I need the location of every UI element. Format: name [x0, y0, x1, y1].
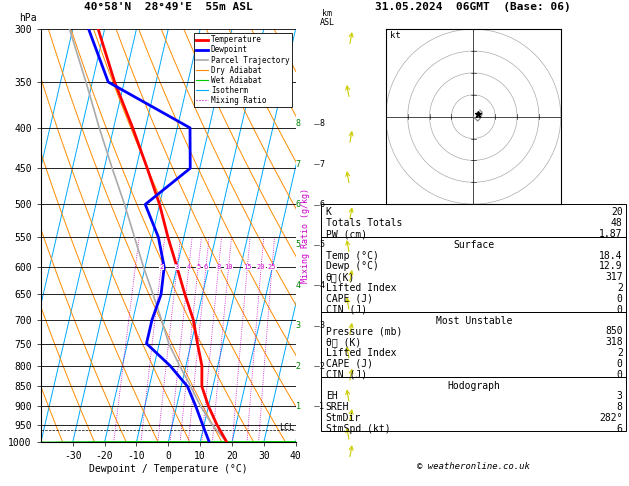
Text: 3: 3 [296, 321, 301, 330]
Text: CIN (J): CIN (J) [326, 305, 367, 315]
Text: Mixing Ratio (g/kg): Mixing Ratio (g/kg) [301, 188, 309, 283]
Text: 3: 3 [320, 321, 325, 330]
Text: CAPE (J): CAPE (J) [326, 359, 373, 369]
Text: 2: 2 [617, 283, 623, 293]
Text: 12.9: 12.9 [599, 261, 623, 272]
Text: 6: 6 [617, 424, 623, 434]
Text: 5: 5 [196, 264, 200, 270]
Text: 8: 8 [296, 120, 301, 128]
Text: SREH: SREH [326, 402, 349, 412]
Text: 1.87: 1.87 [599, 229, 623, 239]
Text: 850: 850 [605, 327, 623, 336]
Text: 15: 15 [243, 264, 252, 270]
Text: PW (cm): PW (cm) [326, 229, 367, 239]
Text: Lifted Index: Lifted Index [326, 348, 396, 358]
Text: 7: 7 [320, 160, 325, 169]
Text: 25: 25 [268, 264, 276, 270]
Text: 0: 0 [617, 370, 623, 380]
Text: 6: 6 [296, 200, 301, 209]
Text: 317: 317 [605, 272, 623, 282]
Text: 31.05.2024  06GMT  (Base: 06): 31.05.2024 06GMT (Base: 06) [376, 2, 571, 12]
Text: Pressure (mb): Pressure (mb) [326, 327, 402, 336]
Text: θᴄ(K): θᴄ(K) [326, 272, 355, 282]
X-axis label: Dewpoint / Temperature (°C): Dewpoint / Temperature (°C) [89, 464, 248, 474]
Text: 0: 0 [617, 294, 623, 304]
Text: 282°: 282° [599, 413, 623, 423]
Text: CAPE (J): CAPE (J) [326, 294, 373, 304]
Text: 4: 4 [187, 264, 191, 270]
Text: 8: 8 [216, 264, 221, 270]
Text: Surface: Surface [454, 240, 495, 250]
Text: 10: 10 [225, 264, 233, 270]
Text: 2: 2 [159, 264, 164, 270]
Legend: Temperature, Dewpoint, Parcel Trajectory, Dry Adiabat, Wet Adiabat, Isotherm, Mi: Temperature, Dewpoint, Parcel Trajectory… [194, 33, 292, 107]
Text: θᴄ (K): θᴄ (K) [326, 337, 361, 347]
Text: LCL: LCL [279, 423, 294, 432]
Text: Totals Totals: Totals Totals [326, 218, 402, 228]
Text: Dewp (°C): Dewp (°C) [326, 261, 379, 272]
Text: 8: 8 [617, 402, 623, 412]
Text: km
ASL: km ASL [320, 9, 335, 27]
Text: 6: 6 [320, 200, 325, 209]
Text: 2: 2 [320, 362, 325, 370]
Text: 8: 8 [320, 120, 325, 128]
Text: 0: 0 [617, 305, 623, 315]
Text: 3: 3 [617, 391, 623, 401]
Text: 5: 5 [296, 241, 301, 249]
Text: Temp (°C): Temp (°C) [326, 251, 379, 260]
Text: 318: 318 [605, 337, 623, 347]
Text: 6: 6 [204, 264, 208, 270]
Text: 4: 4 [320, 281, 325, 290]
Text: 20: 20 [611, 208, 623, 217]
Text: 18.4: 18.4 [599, 251, 623, 260]
Text: © weatheronline.co.uk: © weatheronline.co.uk [417, 462, 530, 471]
Text: EH: EH [326, 391, 338, 401]
Text: K: K [326, 208, 331, 217]
Text: 7: 7 [296, 160, 301, 169]
Text: CIN (J): CIN (J) [326, 370, 367, 380]
Text: kt: kt [390, 31, 401, 40]
Text: 4: 4 [296, 281, 301, 290]
Text: 5: 5 [320, 241, 325, 249]
Text: Most Unstable: Most Unstable [436, 315, 513, 326]
Text: 0: 0 [617, 359, 623, 369]
Text: 1: 1 [320, 402, 325, 411]
Text: Hodograph: Hodograph [448, 381, 501, 391]
Text: 2: 2 [296, 362, 301, 370]
Text: StmDir: StmDir [326, 413, 361, 423]
Text: 3: 3 [175, 264, 179, 270]
Text: 48: 48 [611, 218, 623, 228]
Text: hPa: hPa [19, 13, 37, 23]
Text: 20: 20 [257, 264, 265, 270]
Text: StmSpd (kt): StmSpd (kt) [326, 424, 391, 434]
Text: 40°58'N  28°49'E  55m ASL: 40°58'N 28°49'E 55m ASL [84, 2, 253, 12]
Text: Lifted Index: Lifted Index [326, 283, 396, 293]
Text: 1: 1 [296, 402, 301, 411]
Text: 2: 2 [617, 348, 623, 358]
